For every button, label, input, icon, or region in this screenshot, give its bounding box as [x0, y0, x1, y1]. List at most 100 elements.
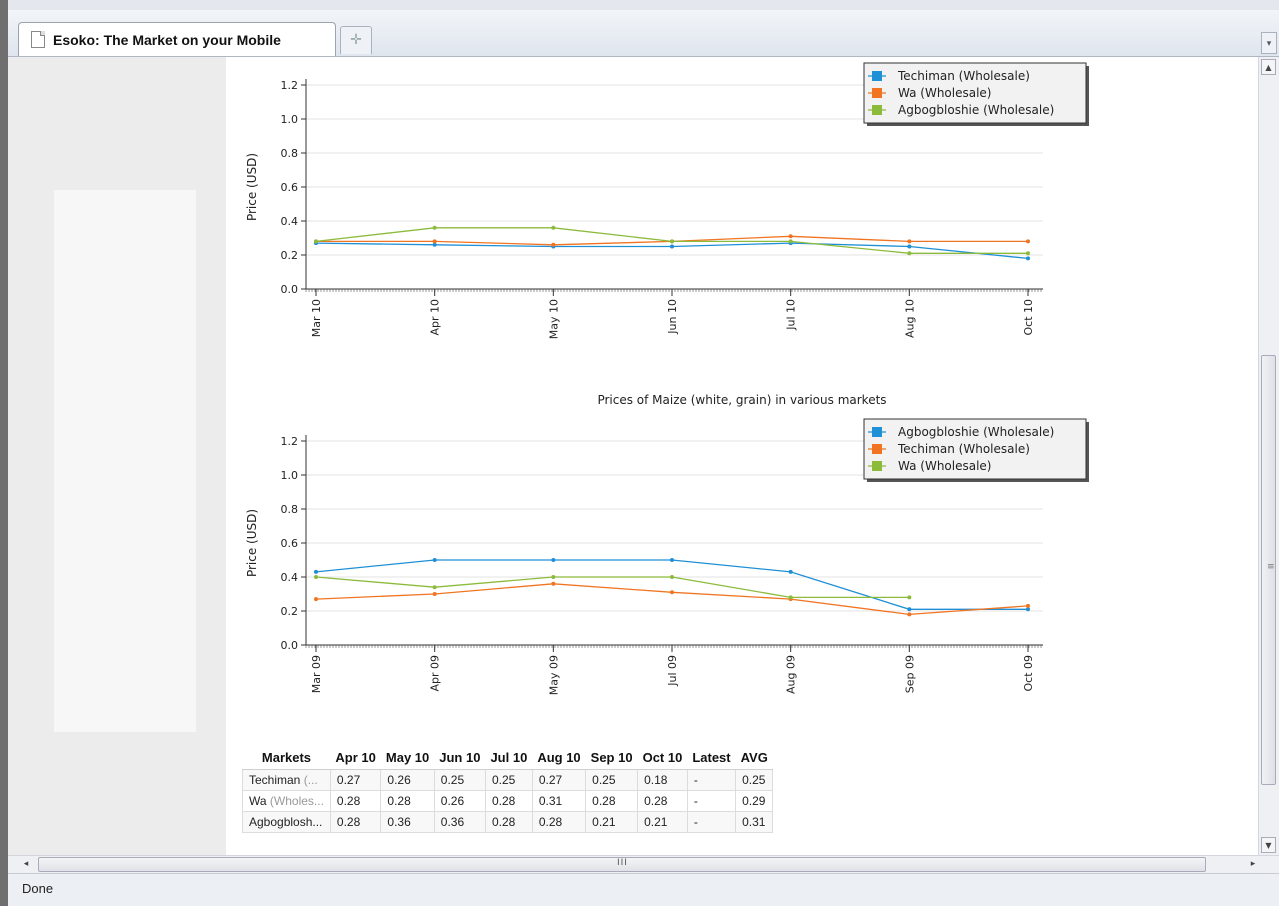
legend-swatch [872, 105, 882, 115]
series-line [315, 576, 910, 599]
data-point [551, 242, 556, 247]
x-tick-label: Mar 10 [310, 299, 323, 337]
data-point [432, 558, 437, 562]
page-content: 0.0 0.2 0.4 0.6 0.8 1.0 1.2 Price (USD) Mar 10 Ap… [226, 57, 1258, 855]
legend-box [863, 418, 1087, 480]
data-point [551, 575, 556, 579]
vertical-scrollbar[interactable]: ▲ ≡ ▼ [1258, 57, 1279, 855]
data-point [432, 585, 437, 590]
data-point [551, 581, 556, 586]
legend-swatch [872, 444, 882, 454]
market-name: Agbogblosh... [249, 815, 323, 829]
price-cell: 0.26 [433, 790, 486, 812]
horizontal-scrollbar[interactable]: ◂ III ▸ [8, 855, 1279, 873]
price-cell: 0.25 [585, 769, 639, 791]
vertical-scroll-thumb[interactable]: ≡ [1261, 355, 1276, 785]
data-point [670, 558, 674, 562]
table-row: Agbogblosh... 0.28 0.36 0.36 0.28 0.28 0.21 0.2… [242, 811, 774, 833]
price-cell: 0.28 [329, 790, 382, 812]
price-cell: 0.31 [531, 790, 587, 812]
x-tick-label: May 09 [547, 655, 560, 695]
market-name-cell: Agbogblosh... [242, 811, 331, 833]
x-tick-label: Apr 09 [429, 655, 442, 692]
chart-2-title: Prices of Maize (white, grain) in variou… [597, 393, 887, 407]
x-tick-label: Jul 10 [785, 299, 798, 331]
column-header[interactable]: Markets [242, 746, 331, 770]
legend-box [863, 62, 1087, 124]
tab-bar: Esoko: The Market on your Mobile ✛ ▾ [8, 10, 1279, 57]
tab-list-button[interactable]: ▾ [1261, 32, 1277, 54]
series-line [315, 559, 1028, 610]
data-point [432, 242, 437, 247]
market-name: Wa [249, 794, 267, 808]
price-cell: 0.27 [329, 769, 382, 791]
x-tick-label: Mar 09 [310, 655, 323, 693]
price-cell: 0.21 [637, 811, 688, 833]
y-tick-label: 0.8 [281, 503, 299, 516]
column-header[interactable]: Jul 10 [485, 746, 533, 770]
price-cell: 0.31 [735, 811, 774, 833]
price-chart-1: 0.0 0.2 0.4 0.6 0.8 1.0 1.2 Price (USD) Mar 10 Ap… [245, 62, 1089, 339]
column-header[interactable]: Aug 10 [532, 746, 586, 770]
y-axis-label: Price (USD) [245, 509, 259, 577]
data-point [670, 244, 674, 249]
price-cell: 0.27 [531, 769, 587, 791]
tab-title: Esoko: The Market on your Mobile [53, 31, 281, 48]
data-point [907, 612, 912, 617]
horizontal-scroll-thumb[interactable]: III [38, 857, 1206, 872]
window-frame [0, 0, 8, 906]
y-tick-label: 0.6 [281, 181, 299, 194]
column-header[interactable]: Jun 10 [434, 746, 486, 770]
data-point [1026, 603, 1030, 608]
x-tick-label: May 10 [547, 299, 560, 339]
legend-entry: Wa (Wholesale) [898, 459, 991, 473]
market-name-suffix: (... [300, 773, 318, 787]
data-point [1026, 251, 1030, 256]
price-table: Markets Apr 10 May 10 Jun 10 Jul 10 Aug 10 Sep… [242, 746, 774, 833]
column-header[interactable]: May 10 [380, 746, 435, 770]
scroll-down-button[interactable]: ▼ [1261, 837, 1276, 853]
y-tick-label: 0.6 [281, 537, 299, 550]
data-point [551, 558, 556, 562]
tab-esoko[interactable]: Esoko: The Market on your Mobile [18, 22, 336, 56]
table-row: Techiman (... 0.27 0.26 0.25 0.25 0.27 0.25 0.1… [242, 769, 774, 791]
data-point [788, 239, 793, 244]
data-point [314, 575, 318, 579]
data-point [432, 239, 437, 244]
column-header[interactable]: Oct 10 [637, 746, 688, 770]
price-cell: 0.28 [637, 790, 688, 812]
data-point [670, 590, 674, 595]
price-cell: - [686, 769, 737, 791]
scroll-up-button[interactable]: ▲ [1261, 59, 1276, 75]
x-tick-label: Aug 10 [903, 299, 916, 338]
data-point [314, 569, 318, 574]
y-tick-label: 1.0 [281, 113, 299, 126]
y-tick-label: 0.2 [281, 605, 299, 618]
table-row: Wa (Wholes... 0.28 0.28 0.26 0.28 0.31 0.28 0.2… [242, 790, 774, 812]
x-tick-label: Oct 10 [1022, 299, 1035, 336]
column-header[interactable]: Apr 10 [330, 746, 381, 770]
scroll-right-button[interactable]: ▸ [1250, 859, 1256, 869]
legend-entry: Techiman (Wholesale) [897, 69, 1030, 83]
price-chart-2: 0.0 0.2 0.4 0.6 0.8 1.0 1.2 Price (USD) Mar 09 Ap… [245, 418, 1089, 695]
column-header[interactable]: Latest [687, 746, 736, 770]
new-tab-button[interactable]: ✛ [340, 26, 372, 54]
legend-swatch [872, 461, 882, 471]
data-point [314, 239, 318, 244]
column-header[interactable]: Sep 10 [585, 746, 638, 770]
y-tick-label: 0.0 [281, 283, 299, 296]
column-header[interactable]: AVG [735, 746, 773, 770]
data-point [907, 607, 912, 612]
price-cell: 0.26 [380, 769, 435, 791]
y-tick-label: 0.0 [281, 639, 299, 652]
y-tick-label: 1.2 [281, 435, 299, 448]
price-cell: 0.28 [484, 790, 533, 812]
data-point [788, 595, 793, 600]
y-axis-label: Price (USD) [245, 153, 259, 221]
scroll-left-button[interactable]: ◂ [23, 859, 29, 869]
legend-swatch [872, 88, 882, 98]
table-header-row: Markets Apr 10 May 10 Jun 10 Jul 10 Aug 10 Sep… [242, 746, 773, 770]
price-cell: 0.29 [735, 790, 774, 812]
market-name-cell: Techiman (... [242, 769, 331, 791]
price-cell: - [686, 811, 737, 833]
